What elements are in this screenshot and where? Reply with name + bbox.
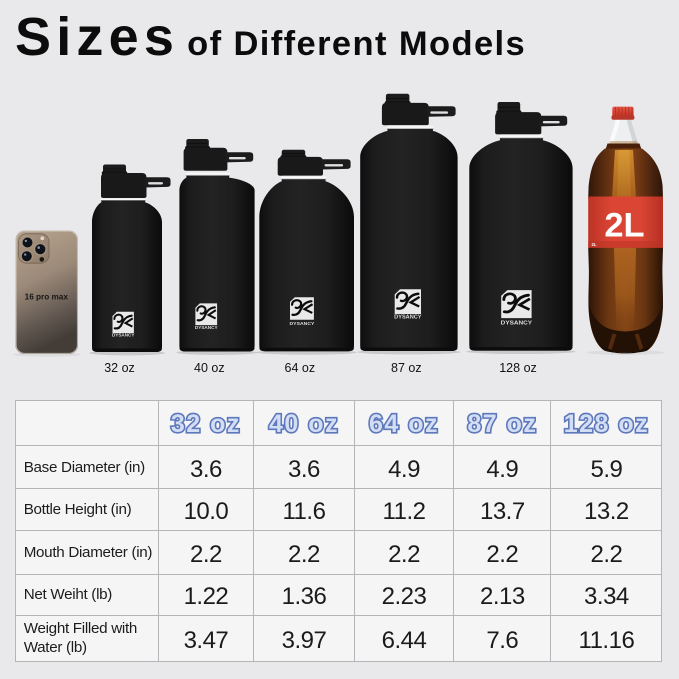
svg-text:DYSANCY: DYSANCY: [501, 321, 533, 327]
svg-text:DYSANCY: DYSANCY: [394, 315, 422, 321]
svg-text:DYSANCY: DYSANCY: [112, 333, 134, 338]
svg-text:2L: 2L: [592, 242, 597, 247]
svg-text:DYSANCY: DYSANCY: [290, 321, 316, 327]
svg-text:16 pro max: 16 pro max: [25, 293, 69, 302]
svg-text:2L: 2L: [604, 206, 644, 244]
svg-text:DYSANCY: DYSANCY: [195, 325, 218, 330]
